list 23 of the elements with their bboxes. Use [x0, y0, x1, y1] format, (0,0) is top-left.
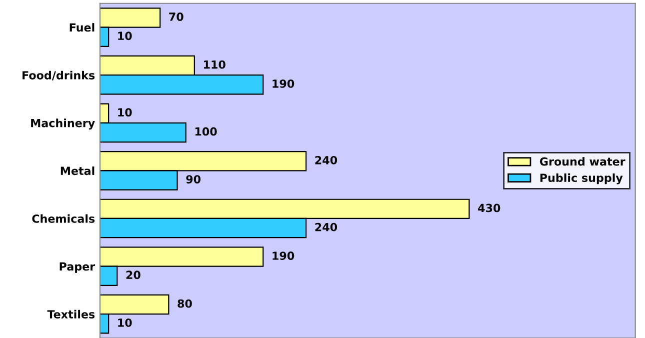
data-label: 10: [118, 32, 132, 40]
data-label: 110: [204, 60, 226, 69]
data-label: 240: [315, 156, 338, 164]
legend-label: Ground water: [540, 157, 626, 166]
y-tick-label: Metal: [60, 166, 94, 176]
data-label: 190: [272, 252, 294, 260]
y-tick-label: Textiles: [47, 310, 95, 318]
y-tick-label: Paper: [60, 262, 96, 273]
data-label: 10: [118, 108, 132, 117]
y-tick-label: Fuel: [70, 23, 94, 32]
data-label: 70: [169, 12, 184, 21]
data-label: 90: [186, 175, 201, 184]
legend-label: Public supply: [540, 173, 623, 184]
data-label: 240: [315, 222, 338, 232]
data-label: 100: [195, 127, 217, 136]
data-label: 10: [118, 318, 132, 327]
data-label: 20: [126, 270, 140, 280]
data-label: 430: [478, 204, 500, 212]
data-label: 80: [178, 299, 192, 308]
y-tick-label: Machinery: [31, 118, 95, 130]
y-tick-label: Chemicals: [32, 214, 95, 223]
y-tick-label: Food/drinks: [22, 70, 95, 80]
data-label: 190: [272, 79, 294, 88]
